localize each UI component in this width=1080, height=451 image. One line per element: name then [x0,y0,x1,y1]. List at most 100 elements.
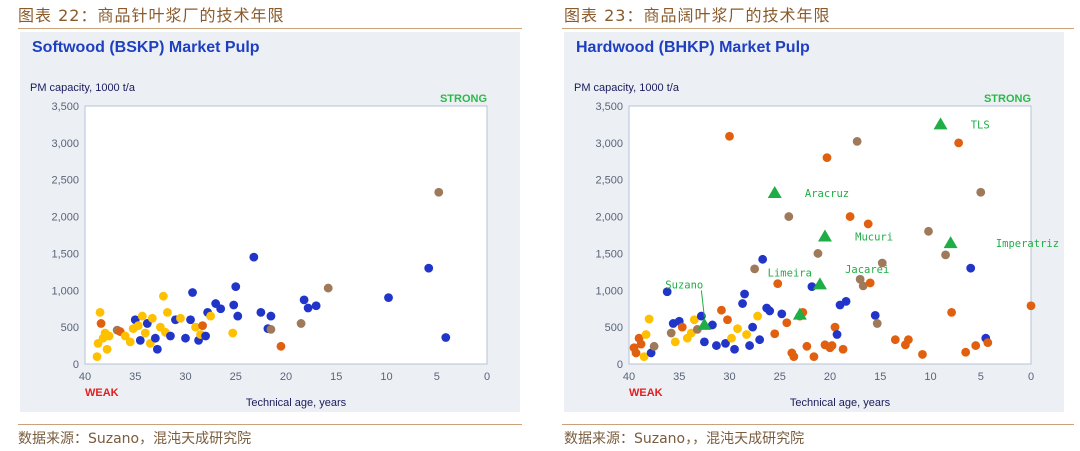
data-point [890,335,900,345]
data-point [689,315,699,325]
annotation-leader-line [700,290,705,317]
data-point [753,311,763,321]
figure-2-panel: Hardwood (BHKP) Market Pulp PM capacity, … [564,32,1064,412]
x-tick-label: 10 [380,371,392,383]
x-tick-label: 40 [79,371,91,383]
data-point [870,310,880,320]
data-point [256,308,266,317]
data-point [858,281,868,291]
x-tick-label: 40 [623,371,635,383]
x-axis-label: Technical age, years [790,397,891,409]
data-point [266,324,276,334]
x-tick-label: 35 [673,371,685,383]
figure-2-caption-rule [562,28,1074,29]
data-point [646,348,656,358]
mill-label: Mucuri [855,231,893,243]
weak-label: WEAK [629,387,663,399]
y-tick-label: 1,500 [51,248,79,260]
data-point [830,322,840,332]
data-point [670,337,680,347]
data-point [865,278,875,288]
data-point [827,341,837,350]
data-point [784,212,794,221]
data-point [233,311,243,321]
y-tick-label: 1,500 [595,248,623,260]
data-point [924,226,933,236]
data-point [631,348,641,358]
data-point [954,138,964,148]
data-point [120,331,130,341]
figure-2-source: 数据来源：Suzano，，混沌天成研究院 [564,431,805,447]
data-point [773,279,783,289]
data-point [765,306,775,316]
data-point [231,282,241,291]
data-point [877,258,887,268]
data-point [789,352,799,362]
mill-marker [817,229,832,242]
data-point [249,252,259,262]
data-point [166,331,175,341]
data-point [323,283,333,293]
data-point [832,330,842,339]
figure-2-caption: 图表 23：商品阔叶浆厂的技术年限 [564,6,831,25]
chart-title: Softwood (BSKP) Market Pulp [32,39,260,56]
data-point [95,308,105,317]
y-tick-label: 3,500 [51,101,79,113]
data-point [163,308,172,317]
data-point [152,344,162,354]
data-point [147,313,157,323]
data-point [216,304,226,314]
mill-marker [792,307,807,320]
data-point [644,314,654,324]
figure-1-caption: 图表 22：商品针叶浆厂的技术年限 [18,6,285,25]
data-point [770,329,780,339]
data-point [303,303,313,313]
x-tick-label: 35 [129,371,141,383]
data-point [976,187,986,197]
data-point [712,341,721,350]
data-point [92,352,102,362]
y-tick-label: 3,500 [595,101,623,113]
mill-label: Imperatriz [996,238,1059,250]
x-tick-label: 30 [723,371,735,383]
data-point [738,299,747,308]
data-point [733,324,742,334]
data-point [841,296,851,306]
softwood-scatter-chart: Softwood (BSKP) Market Pulp PM capacity, … [30,39,490,409]
y-tick-label: 500 [605,322,623,334]
data-point [727,333,736,343]
data-point [758,254,768,264]
data-point [755,335,765,345]
x-tick-label: 0 [484,371,490,383]
data-point [1026,301,1036,311]
mill-label: TLS [971,119,990,131]
data-point [639,352,649,362]
data-point [441,333,451,342]
data-point [863,219,873,229]
data-point [649,341,659,351]
data-point [140,328,150,338]
data-point [133,321,143,331]
data-point [186,315,195,325]
data-point [708,320,717,330]
data-point [845,212,855,221]
data-point [813,249,823,258]
mill-marker [943,236,958,249]
x-tick-label: 5 [978,371,984,383]
y-tick-label: 3,000 [51,138,79,150]
x-tick-label: 20 [824,371,836,383]
data-point [966,263,976,273]
chart-title: Hardwood (BHKP) Market Pulp [576,39,810,56]
data-point [424,263,434,273]
y-tick-label: 2,500 [595,175,623,187]
data-point [782,318,792,328]
mill-marker [767,185,782,198]
y-tick-label: 0 [73,359,79,371]
data-point [852,136,862,146]
data-point [730,344,739,354]
data-point [971,341,981,350]
mill-label: Aracruz [805,188,849,200]
data-point [137,311,147,321]
y-tick-label: 2,500 [51,175,79,187]
plot-area [628,105,1032,365]
